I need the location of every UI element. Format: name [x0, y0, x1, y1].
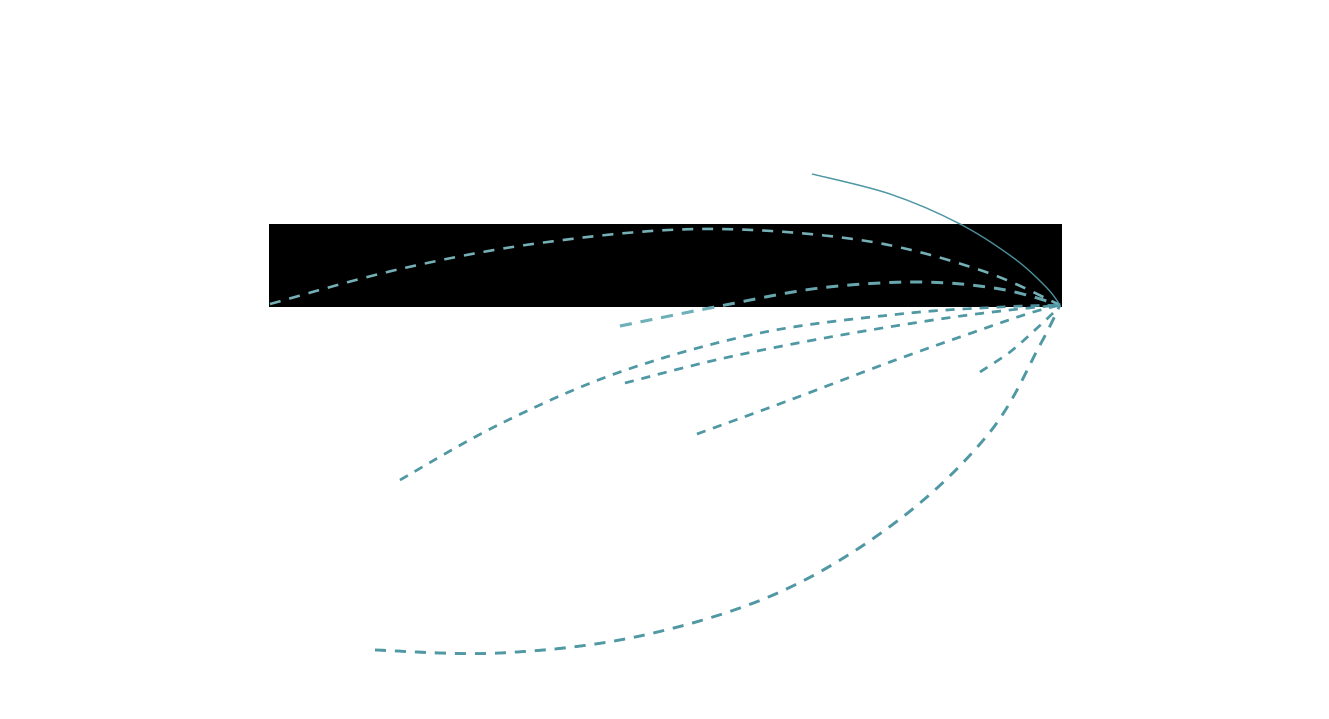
arc-4-lower-long-left	[399, 303, 1061, 482]
arc-8-bottom-sweep	[374, 304, 1062, 656]
arc-layer-above	[269, 173, 1062, 656]
arc-2-mid-shallow	[619, 280, 1061, 328]
black-band	[269, 224, 1062, 307]
arc-5-mid-left	[624, 303, 1061, 385]
arc-8-bottom-sweep	[374, 304, 1062, 656]
arc-3-thin-descending	[811, 173, 1061, 306]
arc-6-lower-mid	[696, 303, 1061, 436]
arc-7-short-right	[979, 304, 1061, 374]
arc-5-mid-left	[624, 303, 1061, 385]
arc-4-lower-long-left	[399, 303, 1061, 482]
